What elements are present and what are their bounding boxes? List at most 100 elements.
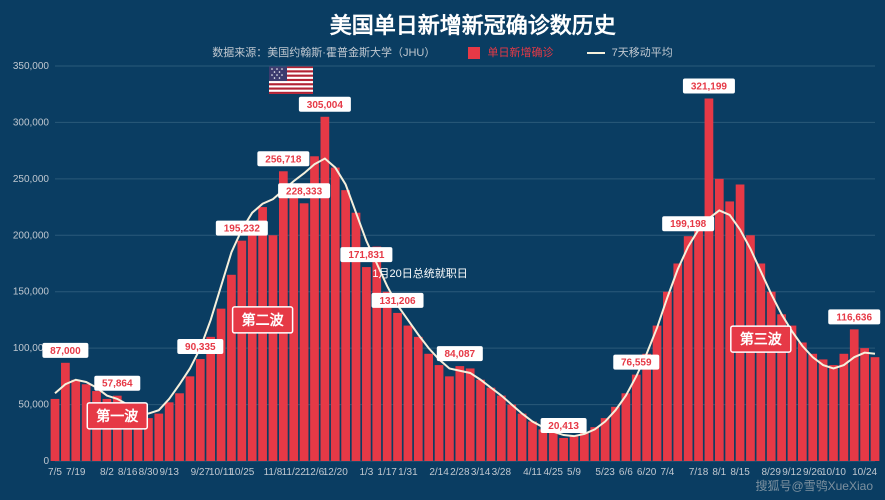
svg-text:11/22: 11/22	[282, 467, 307, 478]
bar	[455, 366, 464, 461]
watermark: 搜狐号@雪鸮XueXiao	[755, 477, 873, 494]
bar	[424, 354, 433, 461]
annotations: 1月20日总统就职日	[372, 266, 467, 280]
svg-text:7/19: 7/19	[66, 467, 86, 478]
svg-text:6/6: 6/6	[619, 467, 633, 478]
bar	[248, 224, 257, 461]
bar	[580, 433, 589, 461]
callout: 90,335	[177, 339, 223, 354]
bar	[393, 313, 402, 461]
bar	[860, 348, 869, 461]
svg-text:300,000: 300,000	[13, 117, 50, 128]
svg-text:195,232: 195,232	[224, 224, 261, 235]
svg-text:20,413: 20,413	[548, 421, 579, 432]
bar	[487, 388, 496, 461]
callout: 305,004	[299, 97, 351, 112]
us-flag-icon	[269, 10, 313, 38]
bar	[819, 359, 828, 461]
callout: 131,206	[372, 293, 424, 308]
bar	[165, 402, 174, 461]
svg-text:4/11: 4/11	[523, 467, 542, 478]
svg-text:10/25: 10/25	[229, 467, 254, 478]
svg-text:250,000: 250,000	[13, 174, 50, 185]
svg-text:116,636: 116,636	[836, 312, 872, 323]
bar	[476, 380, 485, 461]
bar	[507, 405, 516, 461]
bar	[154, 414, 163, 461]
svg-text:7/18: 7/18	[689, 467, 709, 478]
bar	[622, 393, 631, 461]
bar	[300, 203, 309, 461]
svg-text:57,864: 57,864	[102, 379, 133, 390]
plot-area: 050,000100,000150,000200,000250,000300,0…	[0, 56, 885, 500]
bar	[653, 326, 662, 461]
wave-label: 第二波	[233, 307, 293, 333]
bar	[310, 156, 319, 461]
bar	[590, 427, 599, 461]
svg-text:305,004: 305,004	[307, 100, 344, 111]
bar	[227, 275, 236, 461]
callout: 321,199	[683, 79, 735, 94]
svg-text:3/14: 3/14	[471, 467, 491, 478]
svg-text:171,831: 171,831	[348, 250, 385, 261]
bar	[497, 396, 506, 461]
bar	[258, 207, 267, 461]
bar	[642, 354, 651, 461]
bar	[445, 376, 454, 461]
y-axis: 050,000100,000150,000200,000250,000300,0…	[13, 61, 50, 467]
bar	[715, 179, 724, 461]
svg-text:200,000: 200,000	[13, 230, 50, 241]
bar	[237, 241, 246, 461]
svg-text:131,206: 131,206	[379, 296, 416, 307]
svg-text:76,559: 76,559	[621, 358, 652, 369]
svg-text:150,000: 150,000	[13, 287, 50, 298]
chart-title: 美国单日新增新冠确诊数历史	[330, 8, 616, 40]
bar	[331, 168, 340, 461]
bar	[321, 117, 330, 461]
svg-text:第一波: 第一波	[96, 408, 139, 424]
callout: 199,198	[662, 216, 714, 231]
svg-text:8/30: 8/30	[139, 467, 159, 478]
bar	[694, 224, 703, 461]
bar	[414, 337, 423, 461]
wave-label: 第一波	[87, 403, 147, 429]
svg-text:第三波: 第三波	[740, 331, 783, 347]
svg-text:7/4: 7/4	[660, 467, 674, 478]
svg-text:第二波: 第二波	[242, 312, 285, 328]
svg-text:3/28: 3/28	[492, 467, 512, 478]
callout: 195,232	[216, 221, 268, 236]
bar	[175, 393, 184, 461]
svg-text:6/20: 6/20	[637, 467, 657, 478]
x-axis: 7/57/198/28/168/309/139/2710/1110/2511/8…	[48, 467, 878, 478]
svg-text:12/6: 12/6	[305, 467, 325, 478]
svg-text:7/5: 7/5	[48, 467, 62, 478]
bar	[684, 236, 693, 461]
svg-text:11/8: 11/8	[264, 467, 283, 478]
bar	[186, 376, 195, 461]
bar	[767, 292, 776, 461]
callout: 84,087	[437, 346, 483, 361]
header: 美国单日新增新冠确诊数历史 数据来源：美国约翰斯·霍普金斯大学（JHU） 单日新…	[0, 0, 885, 60]
svg-text:2/14: 2/14	[429, 467, 449, 478]
svg-text:9/27: 9/27	[191, 467, 211, 478]
bar	[217, 309, 226, 461]
callout: 87,000	[42, 343, 88, 358]
bar	[808, 354, 817, 461]
bar	[71, 380, 80, 461]
svg-text:1/3: 1/3	[359, 467, 373, 478]
svg-text:5/23: 5/23	[595, 467, 615, 478]
bar	[61, 363, 70, 461]
bar	[705, 99, 714, 461]
bar	[663, 292, 672, 461]
callout: 256,718	[257, 151, 309, 166]
bar	[196, 359, 205, 461]
svg-text:50,000: 50,000	[18, 400, 49, 411]
svg-text:256,718: 256,718	[265, 154, 302, 165]
callout: 228,333	[278, 183, 330, 198]
chart-container: 美国单日新增新冠确诊数历史 数据来源：美国约翰斯·霍普金斯大学（JHU） 单日新…	[0, 0, 885, 500]
bar	[362, 267, 371, 461]
bar	[518, 414, 527, 461]
bar	[549, 433, 558, 461]
svg-text:90,335: 90,335	[185, 342, 216, 353]
svg-text:321,199: 321,199	[691, 82, 728, 93]
